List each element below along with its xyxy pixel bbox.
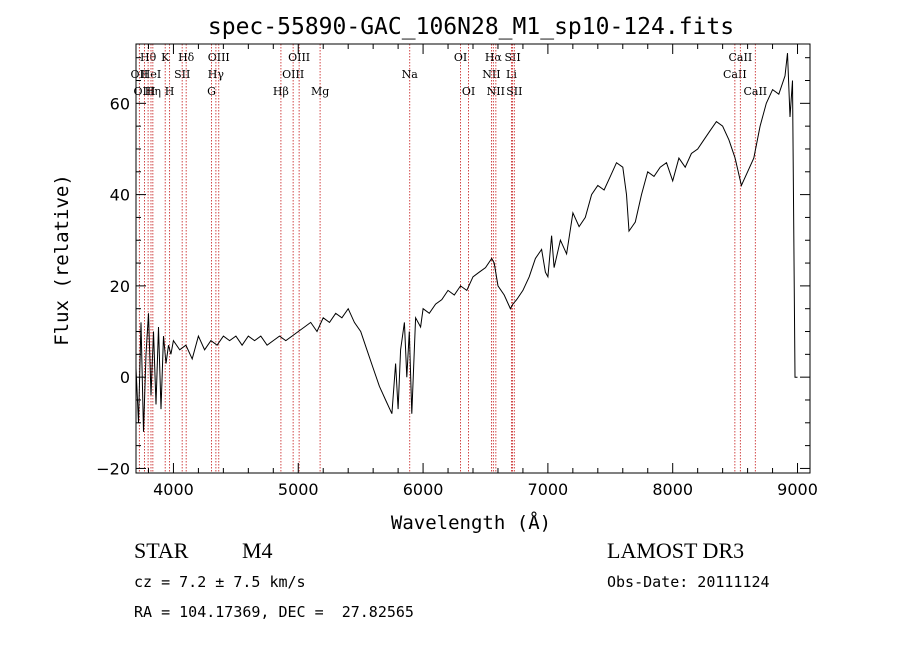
spectrum-plot: spec-55890-GAC_106N28_M1_sp10-124.fits H…	[51, 14, 818, 534]
axes: 4000 5000 6000 7000 8000 9000 −20 0 20 40 60	[96, 44, 818, 499]
line-label: CaII	[743, 85, 767, 98]
line-label: Hβ	[273, 85, 289, 98]
line-label: OIII	[282, 68, 304, 81]
line-label: SII	[506, 85, 522, 98]
line-label: CaII	[729, 51, 753, 64]
y-axis-label: Flux (relative)	[51, 174, 73, 346]
line-label: Hα	[485, 51, 503, 64]
line-label: OIII	[208, 51, 230, 64]
line-label: SII	[504, 51, 520, 64]
y-tick-label: 0	[120, 368, 130, 387]
redshift-value: cz = 7.2 ± 7.5 km/s	[134, 573, 306, 591]
line-label: K	[161, 51, 170, 64]
line-label: OI	[454, 51, 467, 64]
line-label: OIII	[288, 51, 310, 64]
series-line	[135, 53, 798, 432]
x-tick-label: 5000	[278, 480, 319, 499]
line-label: Hδ	[178, 51, 195, 64]
line-label: OI	[462, 85, 475, 98]
y-tick-label: 60	[110, 94, 130, 113]
observation-date: Obs-Date: 20111124	[607, 573, 770, 591]
line-label: Li	[506, 68, 517, 81]
line-label: OIII	[133, 85, 155, 98]
x-tick-label: 7000	[528, 480, 569, 499]
line-label: G	[207, 85, 216, 98]
object-subclass: M4	[242, 538, 273, 563]
line-label: OII	[131, 68, 149, 81]
x-tick-label: 9000	[777, 480, 818, 499]
spectrum-series	[135, 53, 798, 432]
y-tick-label: 40	[110, 186, 130, 205]
line-label: SII	[174, 68, 190, 81]
line-label: H	[165, 85, 175, 98]
plot-frame	[135, 43, 811, 474]
x-tick-label: 8000	[652, 480, 693, 499]
line-label: Hγ	[208, 68, 225, 81]
line-label: HeI	[141, 68, 161, 81]
spectral-line-markers: Hθ OII OIII HeI Hη K H SII Hδ OIII Hγ G Hβ OIII OIII Mg…	[131, 44, 767, 473]
line-label: Mg	[311, 85, 329, 98]
line-label: Hη	[145, 85, 161, 98]
y-tick-label: 20	[110, 277, 130, 296]
line-label: CaII	[723, 68, 747, 81]
x-axis-label: Wavelength (Å)	[391, 511, 551, 534]
line-label: Hθ	[140, 51, 157, 64]
object-class: STAR	[134, 538, 189, 563]
line-label: NII	[487, 85, 505, 98]
x-tick-label: 6000	[403, 480, 444, 499]
survey-name: LAMOST DR3	[607, 538, 745, 563]
line-label: Na	[402, 68, 419, 81]
x-tick-label: 4000	[153, 480, 194, 499]
y-tick-label: −20	[96, 459, 130, 478]
chart-title: spec-55890-GAC_106N28_M1_sp10-124.fits	[208, 14, 734, 40]
line-label: NII	[482, 68, 500, 81]
coordinates: RA = 104.17369, DEC = 27.82565	[134, 603, 414, 621]
